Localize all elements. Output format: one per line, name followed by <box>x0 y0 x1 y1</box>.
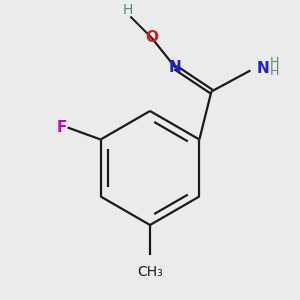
Text: H: H <box>122 4 133 17</box>
Text: CH₃: CH₃ <box>137 266 163 280</box>
Text: H: H <box>270 65 279 79</box>
Text: H: H <box>270 56 279 70</box>
Text: O: O <box>145 30 158 45</box>
Text: F: F <box>56 120 67 135</box>
Text: N: N <box>256 61 269 76</box>
Text: N: N <box>169 60 182 75</box>
